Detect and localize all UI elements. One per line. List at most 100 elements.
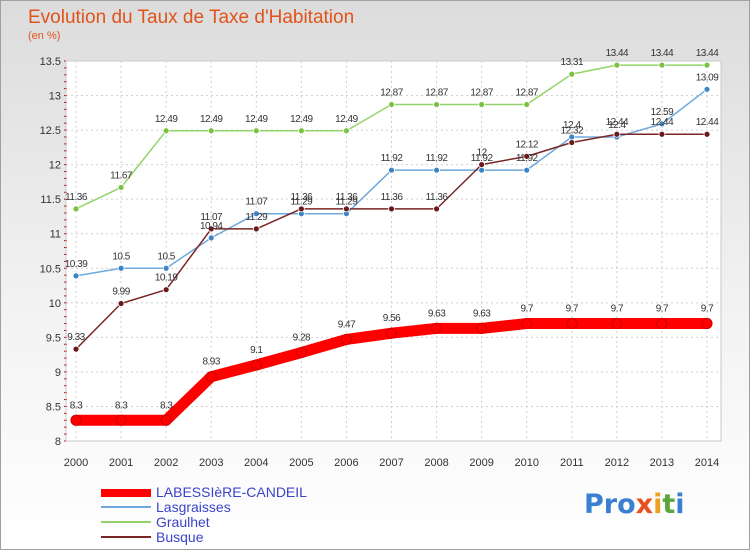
data-label-1: 11.29 <box>290 197 313 208</box>
data-label-3: 11.29 <box>245 212 268 223</box>
legend-item-labessiere-candeil: LABESSIèRE-CANDEIL <box>101 484 401 500</box>
data-label-2: 11.36 <box>65 192 88 203</box>
data-label-2: 13.31 <box>561 57 584 68</box>
series-point-1 <box>207 234 215 242</box>
plot-area <box>66 61 721 441</box>
series-point-2 <box>117 184 125 191</box>
y-tick-label: 13 <box>49 91 61 103</box>
logo-part-i2: i <box>675 489 685 520</box>
series-point-0 <box>295 347 307 359</box>
data-label-1: 10.5 <box>112 251 130 262</box>
series-point-1 <box>162 264 170 272</box>
data-label-3: 11.36 <box>426 192 449 203</box>
series-point-3 <box>252 225 260 233</box>
data-label-0: 9.63 <box>473 308 491 319</box>
legend-item-busque: Busque <box>101 529 401 545</box>
x-tick-label: 2005 <box>289 457 313 469</box>
data-label-2: 11.67 <box>110 170 133 181</box>
data-label-0: 8.3 <box>70 400 83 411</box>
x-tick-label: 2008 <box>424 457 448 469</box>
data-label-0: 9.56 <box>383 313 401 324</box>
series-point-2 <box>613 61 621 69</box>
legend-item-graulhet: Graulhet <box>101 514 401 530</box>
data-label-0: 9.7 <box>656 304 669 315</box>
series-point-2 <box>568 70 576 78</box>
series-point-0 <box>566 318 578 330</box>
series-point-1 <box>703 85 711 93</box>
x-tick-label: 2010 <box>514 457 538 469</box>
series-point-3 <box>117 300 125 307</box>
series-point-3 <box>433 205 440 213</box>
data-label-1: 11.92 <box>516 153 539 164</box>
data-label-3: 12.44 <box>696 117 719 128</box>
data-label-3: 12.12 <box>515 139 538 150</box>
data-label-1: 12.4 <box>563 120 581 131</box>
data-label-3: 11.07 <box>200 212 223 223</box>
y-tick-label: 12 <box>49 160 61 172</box>
x-tick-label: 2011 <box>560 457 584 469</box>
series-point-1 <box>433 166 440 174</box>
series-point-2 <box>478 101 486 108</box>
y-tick-label: 8 <box>55 436 61 448</box>
legend-label-labessiere-candeil: LABESSIèRE-CANDEIL <box>156 484 307 500</box>
logo-part-x: x <box>635 489 654 520</box>
series-point-3 <box>72 345 80 353</box>
data-label-3: 9.99 <box>112 287 130 298</box>
y-tick-label: 11.5 <box>40 194 61 206</box>
y-tick-label: 10.5 <box>40 263 61 275</box>
series-point-3 <box>388 205 395 213</box>
series-point-2 <box>388 101 395 108</box>
data-label-2: 12.49 <box>335 114 358 125</box>
series-point-2 <box>433 101 440 108</box>
series-point-3 <box>703 130 711 138</box>
series-point-3 <box>297 205 305 213</box>
legend-label-busque: Busque <box>156 529 204 545</box>
data-label-1: 11.29 <box>336 197 359 208</box>
logo-part-t: t <box>662 489 676 520</box>
x-tick-label: 2007 <box>379 457 403 469</box>
data-label-3: 12.32 <box>561 126 584 137</box>
series-point-1 <box>523 166 531 174</box>
series-point-0 <box>115 414 127 426</box>
series-point-0 <box>521 318 533 330</box>
series-point-2 <box>703 61 711 69</box>
series-point-0 <box>476 322 488 334</box>
data-label-3: 12.44 <box>606 117 629 128</box>
series-point-0 <box>431 322 443 334</box>
data-label-3: 11.36 <box>290 192 313 203</box>
series-point-2 <box>252 127 260 135</box>
data-label-1: 13.09 <box>696 72 719 83</box>
data-label-2: 13.44 <box>651 48 674 59</box>
x-tick-label: 2012 <box>605 457 629 469</box>
data-label-1: 12.4 <box>608 120 626 131</box>
data-label-2: 12.49 <box>200 114 223 125</box>
data-label-0: 9.7 <box>611 304 624 315</box>
data-label-3: 12 <box>477 148 488 159</box>
y-tick-label: 12.5 <box>40 125 61 137</box>
data-label-1: 10.39 <box>65 259 88 270</box>
x-tick-label: 2009 <box>469 457 493 469</box>
series-point-3 <box>162 286 170 294</box>
data-label-1: 10.94 <box>200 221 223 232</box>
data-label-0: 9.1 <box>250 345 263 356</box>
series-point-0 <box>340 333 352 345</box>
data-label-2: 12.87 <box>425 88 448 99</box>
data-label-3: 12.44 <box>651 117 674 128</box>
data-label-0: 9.63 <box>428 308 446 319</box>
series-point-2 <box>162 127 170 135</box>
legend-swatch-graulhet <box>101 521 151 523</box>
x-tick-label: 2000 <box>64 457 88 469</box>
x-tick-label: 2001 <box>109 457 133 469</box>
series-point-2 <box>343 127 350 135</box>
series-point-0 <box>386 327 397 339</box>
series-point-2 <box>207 127 215 135</box>
data-label-1: 10.5 <box>157 251 175 262</box>
data-label-0: 8.93 <box>202 357 220 368</box>
data-label-0: 9.7 <box>566 304 579 315</box>
series-point-1 <box>252 210 260 218</box>
data-label-0: 8.3 <box>115 400 128 411</box>
series-point-2 <box>72 205 80 213</box>
y-tick-label: 9 <box>55 367 61 379</box>
data-label-3: 11.36 <box>381 192 404 203</box>
